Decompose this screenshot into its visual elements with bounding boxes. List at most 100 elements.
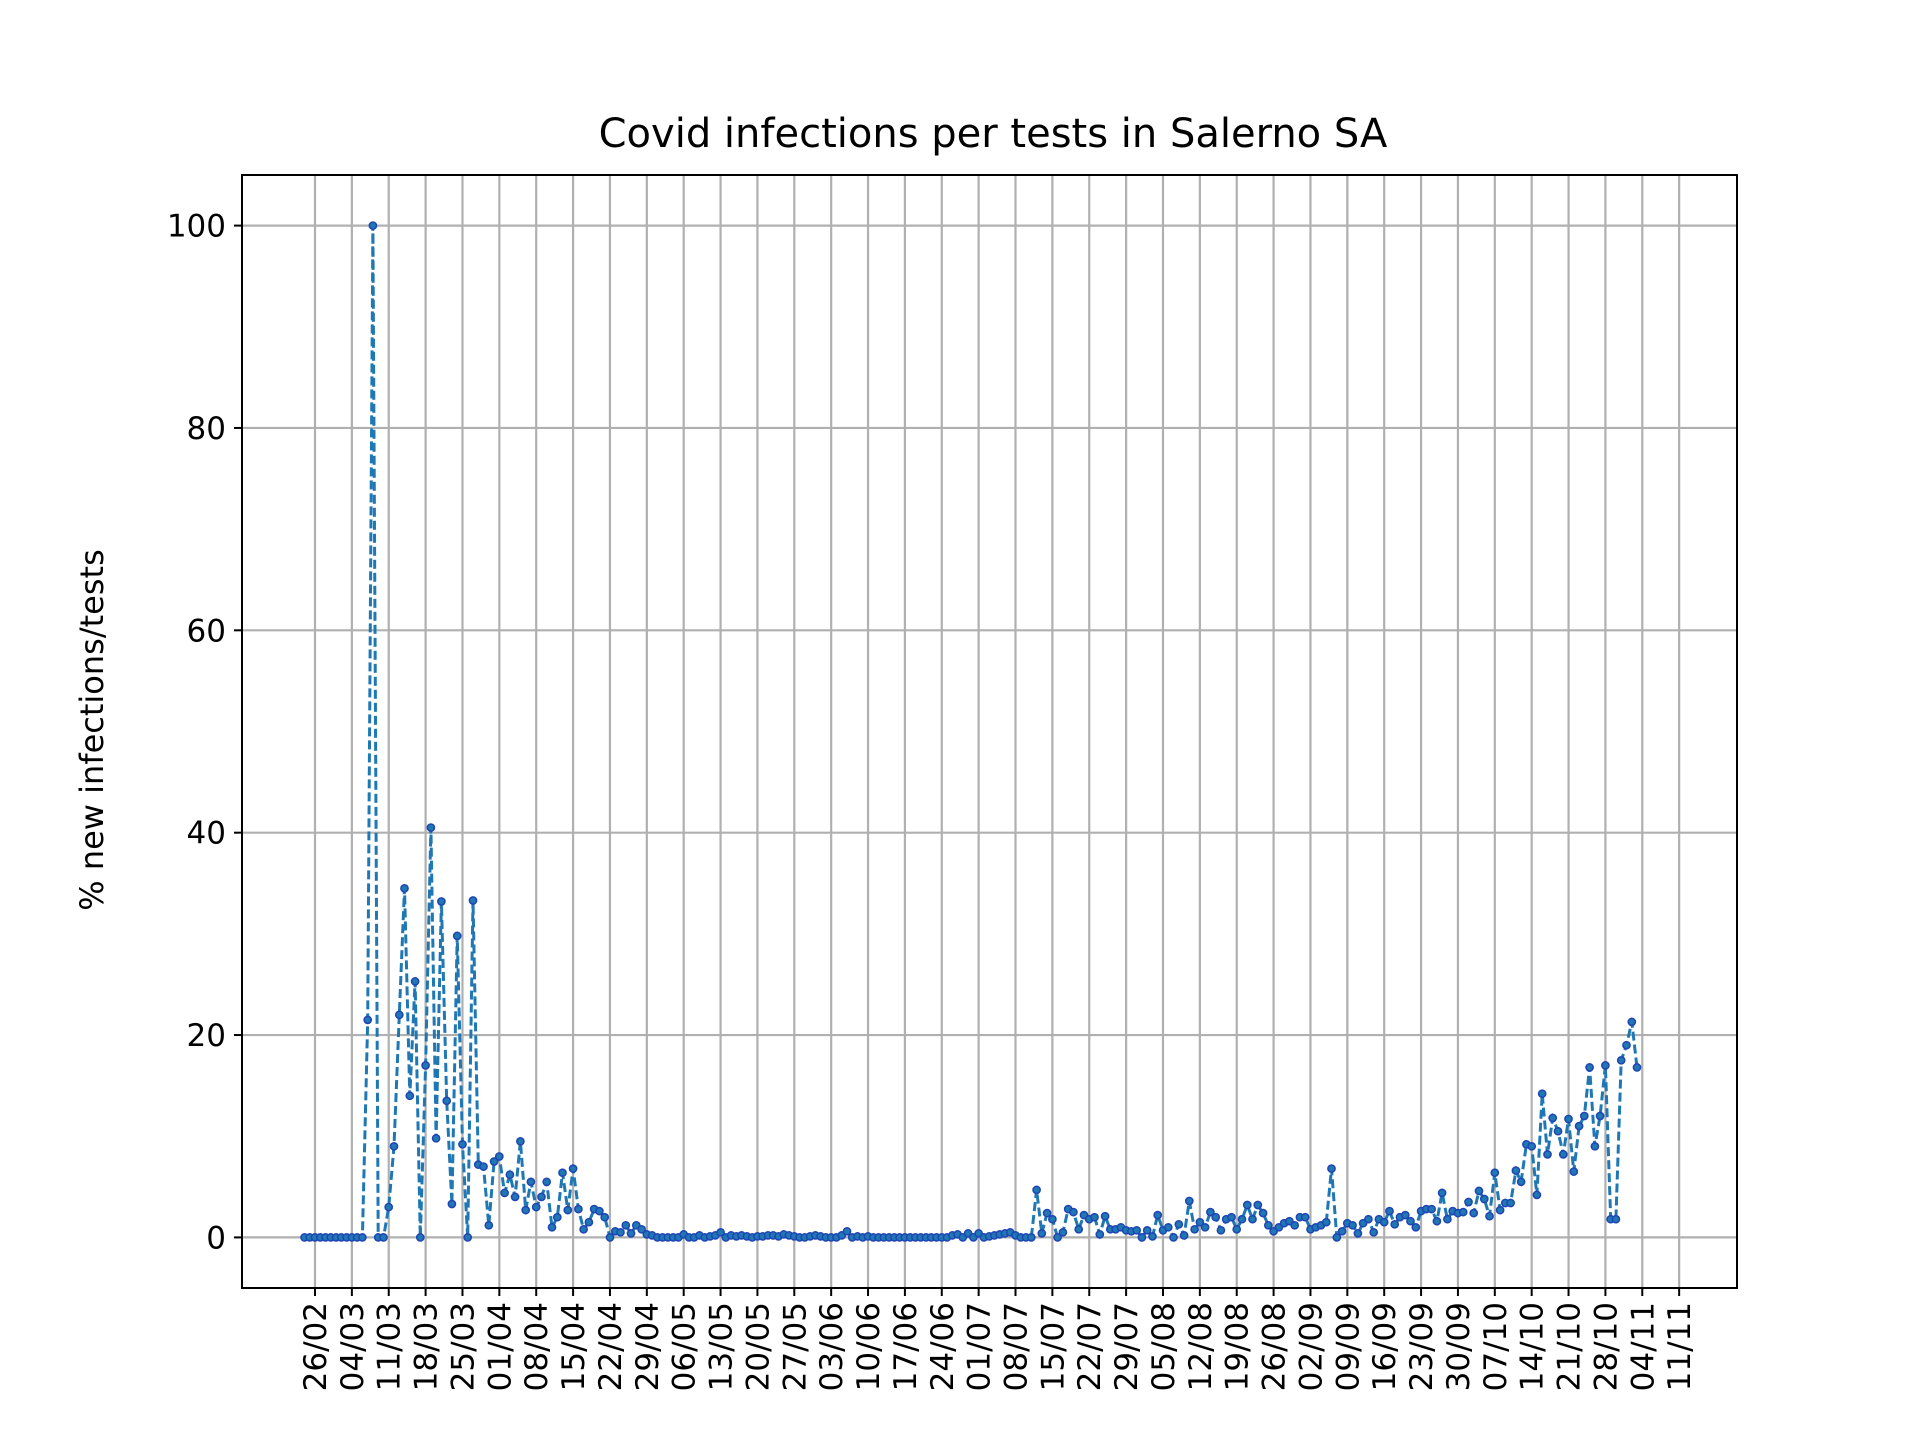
plot-area-frame bbox=[241, 174, 1738, 1289]
data-point bbox=[510, 1192, 520, 1202]
data-point bbox=[558, 1168, 567, 1178]
data-point bbox=[521, 1205, 531, 1215]
data-point bbox=[1321, 1217, 1331, 1227]
data-point bbox=[368, 221, 378, 230]
x-tick-label: 27/05 bbox=[777, 1302, 813, 1391]
data-point bbox=[1163, 1222, 1173, 1232]
data-point bbox=[1242, 1200, 1252, 1210]
data-point bbox=[1406, 1216, 1415, 1226]
data-point bbox=[1516, 1177, 1526, 1187]
data-point bbox=[1048, 1214, 1057, 1224]
data-point bbox=[716, 1227, 725, 1237]
data-point bbox=[1332, 1233, 1342, 1242]
data-point bbox=[1390, 1219, 1400, 1229]
x-tick-label: 13/05 bbox=[704, 1302, 740, 1391]
data-point bbox=[479, 1162, 488, 1171]
data-point bbox=[1564, 1114, 1573, 1124]
x-tick-label: 20/05 bbox=[740, 1302, 776, 1391]
data-point bbox=[1385, 1206, 1394, 1216]
x-tick-label: 04/03 bbox=[335, 1302, 371, 1391]
data-point bbox=[616, 1227, 625, 1237]
data-point bbox=[516, 1136, 525, 1146]
data-point bbox=[584, 1217, 594, 1227]
x-tick-label: 16/09 bbox=[1367, 1302, 1403, 1391]
data-point bbox=[600, 1212, 610, 1222]
y-axis-label: % new infections/tests bbox=[73, 549, 111, 910]
data-point bbox=[1511, 1166, 1521, 1175]
x-axis-ticks: 26/02 04/03 11/03 18/03 25/03 01/04 08/04 15/04… bbox=[298, 1288, 1698, 1391]
data-point bbox=[1100, 1211, 1110, 1221]
data-point bbox=[1253, 1200, 1263, 1210]
data-point bbox=[1263, 1220, 1273, 1230]
data-point bbox=[1411, 1222, 1421, 1232]
data-point bbox=[1479, 1194, 1489, 1204]
x-tick-label: 07/10 bbox=[1478, 1302, 1514, 1391]
data-point bbox=[1200, 1222, 1210, 1232]
x-tick-label: 02/09 bbox=[1293, 1302, 1329, 1391]
data-point bbox=[1069, 1207, 1078, 1217]
data-point bbox=[1184, 1196, 1194, 1206]
x-tick-label: 14/10 bbox=[1515, 1302, 1551, 1391]
data-point bbox=[1026, 1233, 1036, 1242]
data-point bbox=[1622, 1040, 1631, 1050]
data-point bbox=[1553, 1126, 1563, 1136]
data-point bbox=[621, 1220, 631, 1230]
data-point bbox=[437, 897, 446, 906]
data-point bbox=[1601, 1061, 1610, 1070]
data-point bbox=[1058, 1227, 1068, 1237]
data-point bbox=[1558, 1150, 1568, 1159]
data-point bbox=[505, 1170, 515, 1180]
data-point bbox=[431, 1133, 441, 1143]
data-point bbox=[1469, 1208, 1479, 1218]
data-point bbox=[1574, 1121, 1584, 1131]
y-tick-label: 100 bbox=[167, 209, 226, 245]
x-tick-label: 29/07 bbox=[1109, 1302, 1145, 1391]
data-point bbox=[1548, 1113, 1558, 1123]
data-point bbox=[1211, 1212, 1221, 1222]
x-tick-label: 21/10 bbox=[1552, 1302, 1588, 1391]
data-point bbox=[447, 1199, 457, 1209]
data-point bbox=[842, 1226, 852, 1236]
x-tick-label: 15/07 bbox=[1035, 1302, 1071, 1391]
grid bbox=[242, 175, 1737, 1288]
data-point bbox=[1053, 1233, 1062, 1242]
data-point bbox=[489, 1157, 499, 1166]
data-point bbox=[384, 1202, 394, 1212]
data-point bbox=[1632, 1063, 1642, 1072]
data-point bbox=[1569, 1167, 1579, 1176]
data-point bbox=[1495, 1205, 1505, 1215]
data-point bbox=[1227, 1212, 1236, 1222]
data-point bbox=[595, 1206, 604, 1216]
data-point bbox=[394, 1010, 404, 1020]
data-point bbox=[415, 1233, 425, 1242]
data-point bbox=[605, 1233, 615, 1242]
data-point bbox=[1195, 1217, 1205, 1227]
chart-title: Covid infections per tests in Salerno SA bbox=[599, 111, 1388, 157]
x-tick-label: 29/04 bbox=[630, 1302, 666, 1391]
data-point bbox=[389, 1141, 399, 1151]
data-point bbox=[494, 1152, 504, 1161]
data-point bbox=[1248, 1214, 1257, 1224]
data-point bbox=[1174, 1219, 1184, 1229]
data-point bbox=[1032, 1185, 1041, 1195]
data-point bbox=[1090, 1212, 1099, 1222]
x-tick-label: 04/11 bbox=[1625, 1302, 1661, 1391]
data-point bbox=[1142, 1225, 1152, 1235]
data-point bbox=[1595, 1111, 1605, 1121]
data-point bbox=[1627, 1017, 1637, 1027]
data-point bbox=[1169, 1233, 1178, 1242]
data-point bbox=[379, 1233, 388, 1242]
data-point bbox=[358, 1233, 367, 1242]
data-point bbox=[1611, 1214, 1621, 1224]
data-point bbox=[1179, 1231, 1189, 1240]
data-point bbox=[1443, 1214, 1452, 1224]
x-tick-label: 19/08 bbox=[1220, 1302, 1256, 1391]
data-point bbox=[552, 1212, 562, 1222]
data-point bbox=[1353, 1229, 1363, 1238]
series-percent-positive bbox=[300, 221, 1642, 1242]
y-tick-label: 60 bbox=[187, 613, 226, 649]
data-point bbox=[1300, 1212, 1310, 1222]
series-line bbox=[304, 225, 1639, 1242]
data-point bbox=[563, 1205, 573, 1215]
data-point bbox=[1037, 1229, 1047, 1238]
